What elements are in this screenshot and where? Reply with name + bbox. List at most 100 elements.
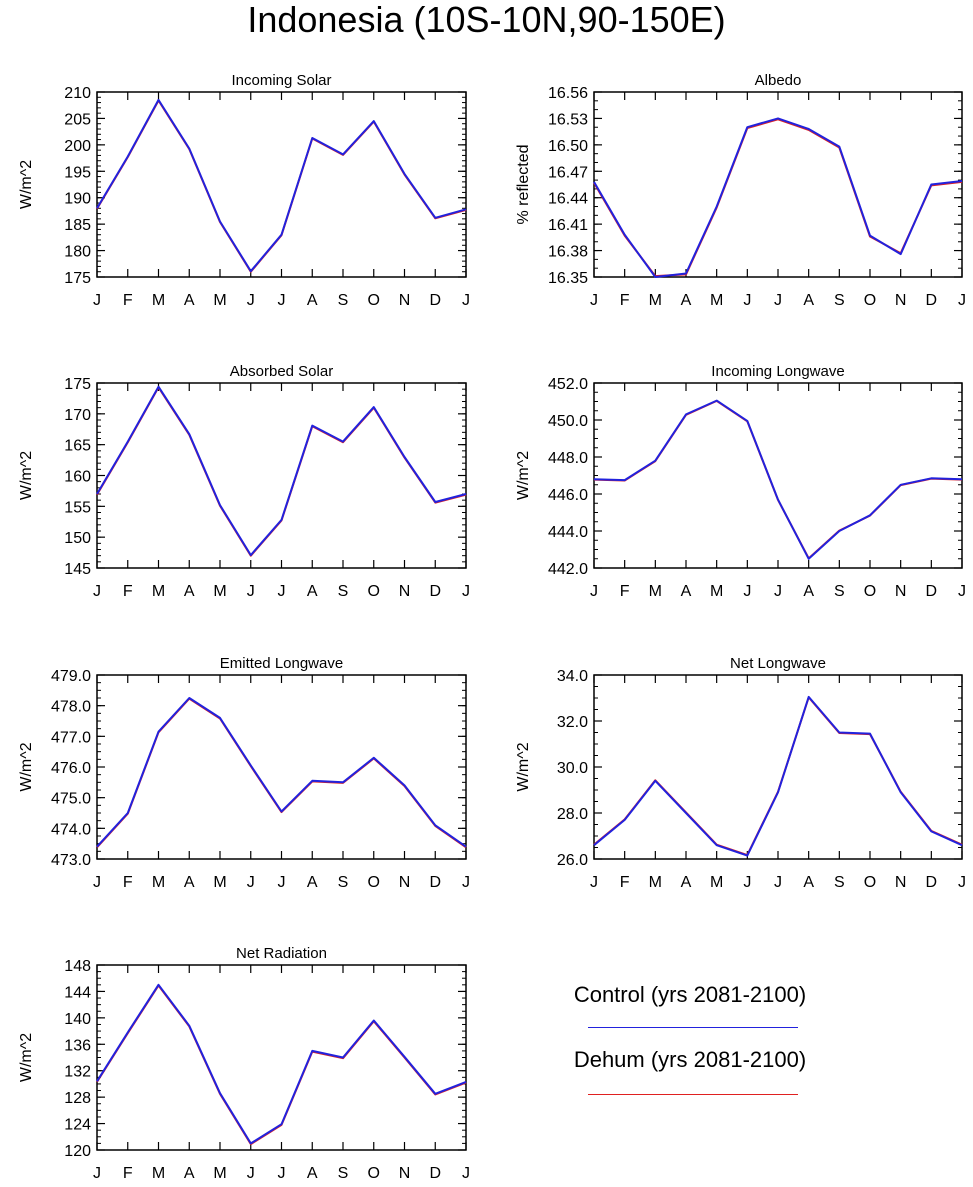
x-tick-label: F: [123, 874, 133, 891]
x-tick-label: D: [429, 874, 441, 891]
y-tick-label: 195: [64, 164, 91, 181]
y-tick-label: 475.0: [51, 791, 91, 808]
x-tick-label: J: [590, 292, 598, 309]
legend-control-line: [588, 1027, 798, 1028]
x-tick-label: M: [152, 292, 165, 309]
x-tick-label: N: [399, 1165, 411, 1182]
y-tick-label: 444.0: [548, 524, 588, 541]
y-tick-label: 145: [64, 561, 91, 578]
series-line-control: [593, 695, 963, 857]
x-tick-label: J: [958, 292, 966, 309]
y-tick-label: 148: [64, 958, 91, 975]
x-tick-label: M: [710, 292, 723, 309]
y-tick-label: 28.0: [557, 806, 588, 823]
y-tick-label: 132: [64, 1064, 91, 1081]
x-tick-label: O: [368, 583, 380, 600]
series-line-dehum: [96, 386, 467, 557]
panel-3: Absorbed Solar W/m^2 145 150 155 160 165 170 175…: [18, 363, 470, 600]
y-axis-label: W/m^2: [18, 1033, 35, 1082]
series-line-control: [96, 98, 467, 273]
x-tick-label: F: [123, 292, 133, 309]
x-tick-label: A: [681, 292, 692, 309]
x-tick-label: N: [399, 292, 411, 309]
y-tick-label: 16.50: [548, 138, 588, 155]
y-tick-label: 450.0: [548, 413, 588, 430]
y-tick-label: 32.0: [557, 714, 588, 731]
x-tick-label: M: [152, 874, 165, 891]
y-tick-label: 185: [64, 217, 91, 234]
x-tick-label: J: [247, 1165, 255, 1182]
x-tick-label: S: [338, 292, 349, 309]
panel-title: Emitted Longwave: [220, 655, 343, 672]
x-tick-label: J: [462, 583, 470, 600]
y-tick-label: 165: [64, 438, 91, 455]
x-tick-label: J: [247, 874, 255, 891]
x-tick-label: J: [958, 583, 966, 600]
x-tick-label: A: [184, 583, 195, 600]
series-line-dehum: [593, 696, 963, 857]
y-tick-label: 155: [64, 499, 91, 516]
x-tick-label: J: [278, 583, 286, 600]
x-tick-label: J: [774, 874, 782, 891]
y-tick-label: 128: [64, 1090, 91, 1107]
plot-frame: [593, 382, 963, 569]
y-tick-label: 34.0: [557, 668, 588, 685]
x-tick-label: A: [803, 292, 814, 309]
x-tick-label: J: [247, 583, 255, 600]
y-tick-label: 16.41: [548, 217, 588, 234]
x-tick-label: J: [743, 583, 751, 600]
x-tick-label: S: [338, 583, 349, 600]
y-axis-label: W/m^2: [18, 451, 35, 500]
plot-frame: [593, 674, 963, 860]
y-tick-label: 16.35: [548, 270, 588, 287]
y-tick-label: 120: [64, 1143, 91, 1160]
x-tick-label: F: [620, 874, 630, 891]
y-tick-label: 144: [64, 984, 91, 1001]
y-tick-label: 150: [64, 530, 91, 547]
series-line-dehum: [593, 399, 963, 560]
x-tick-label: M: [649, 874, 662, 891]
x-tick-label: A: [681, 583, 692, 600]
panel-1: Incoming Solar W/m^2 175 180 185 190 195 200 205…: [18, 72, 470, 309]
plot-frame: [96, 674, 467, 860]
panel-title: Net Longwave: [730, 655, 826, 672]
y-tick-label: 175: [64, 270, 91, 287]
x-tick-label: A: [307, 583, 318, 600]
x-tick-label: S: [834, 292, 845, 309]
x-tick-label: A: [307, 292, 318, 309]
x-tick-label: N: [399, 583, 411, 600]
x-tick-label: J: [278, 1165, 286, 1182]
y-tick-label: 16.38: [548, 244, 588, 261]
panel-title: Incoming Solar: [231, 72, 331, 89]
y-tick-label: 200: [64, 138, 91, 155]
x-tick-label: J: [247, 292, 255, 309]
x-tick-label: D: [926, 874, 938, 891]
y-tick-label: 478.0: [51, 699, 91, 716]
x-tick-label: M: [710, 874, 723, 891]
y-tick-label: 30.0: [557, 760, 588, 777]
x-tick-label: N: [399, 874, 411, 891]
legend-control-label: Control (yrs 2081-2100): [573, 982, 807, 1007]
x-tick-label: O: [864, 583, 876, 600]
x-tick-label: O: [368, 1165, 380, 1182]
x-tick-label: M: [649, 583, 662, 600]
series-line-dehum: [96, 697, 467, 849]
panel-5: Emitted Longwave W/m^2 473.0 474.0 475.0 476.…: [18, 655, 470, 891]
panel-title: Incoming Longwave: [711, 363, 844, 380]
legend-dehum-line: [588, 1094, 798, 1095]
y-tick-label: 16.56: [548, 85, 588, 102]
y-tick-label: 205: [64, 111, 91, 128]
y-tick-label: 476.0: [51, 760, 91, 777]
x-tick-label: F: [123, 583, 133, 600]
y-tick-label: 442.0: [548, 561, 588, 578]
y-tick-label: 452.0: [548, 376, 588, 393]
x-tick-label: D: [429, 1165, 441, 1182]
series-line-control: [593, 117, 963, 278]
x-tick-label: F: [123, 1165, 133, 1182]
x-tick-label: N: [895, 583, 907, 600]
panel-4: Incoming Longwave W/m^2 442.0 444.0 446.0 448…: [515, 363, 966, 600]
x-tick-label: M: [152, 1165, 165, 1182]
y-tick-label: 446.0: [548, 487, 588, 504]
x-tick-label: N: [895, 292, 907, 309]
